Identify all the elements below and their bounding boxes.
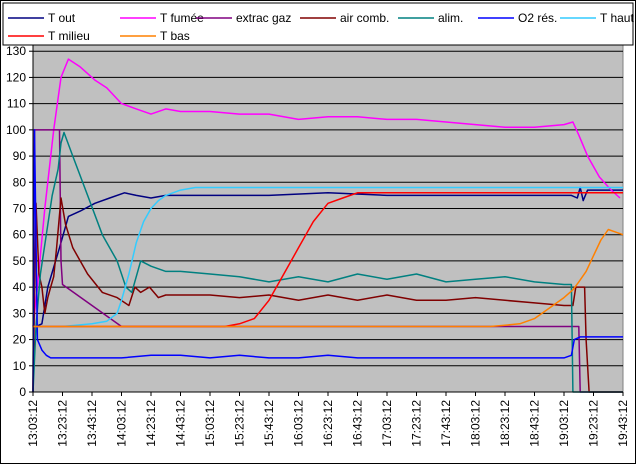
x-tick-label: 18:23:12 [498,400,512,447]
legend-label: T out [48,11,76,25]
x-tick-label: 13:23:12 [56,400,70,447]
y-tick-label: 120 [6,70,26,84]
x-tick-label: 16:43:12 [351,400,365,447]
x-tick-label: 17:03:12 [380,400,394,447]
x-tick-label: 19:03:12 [557,400,571,447]
legend-box [2,2,634,46]
series-layer [32,58,624,393]
x-tick-label: 15:03:12 [203,400,217,447]
y-tick-label: 80 [13,175,27,189]
legend-label: alim. [438,11,463,25]
x-tick-label: 15:23:12 [233,400,247,447]
y-tick-label: 110 [7,97,26,111]
x-tick-label: 19:23:12 [587,400,601,447]
y-tick-label: 130 [6,44,26,58]
x-tick-label: 17:23:12 [410,400,424,447]
x-tick-label: 15:43:12 [262,400,276,447]
x-tick-label: 17:43:12 [439,400,453,447]
y-tick-label: 30 [13,306,27,320]
x-tick-label: 14:43:12 [174,400,188,447]
x-tick-label: 16:03:12 [292,400,306,447]
x-tick-label: 18:43:12 [528,400,542,447]
x-tick-label: 14:23:12 [144,400,158,447]
x-tick-label: 13:43:12 [85,400,99,447]
series-line-5 [32,129,623,393]
legend-label: T milieu [48,29,90,43]
legend-label: T bas [160,29,190,43]
y-tick-label: 50 [13,254,27,268]
series-line-6 [33,186,623,328]
legend-label: T haut [600,11,634,25]
legend-label: O2 rés. [518,11,557,25]
y-tick-label: 70 [13,202,27,216]
legend-label: T fumée [160,11,204,25]
y-tick-label: 0 [19,385,26,399]
x-axis-ticks: 13:03:12 13:23:12 13:43:12 14:03:12 14:23:12… [26,392,630,447]
legend: T out T fumée extrac gaz air comb. alim. O2 r… [2,2,634,46]
legend-label: extrac gaz [236,11,291,25]
series-line-3 [32,197,623,393]
y-tick-label: 20 [13,333,27,347]
series-line-4 [32,131,623,393]
y-tick-label: 90 [13,149,27,163]
legend-label: air comb. [340,11,389,25]
x-tick-label: 16:23:12 [321,400,335,447]
y-tick-label: 100 [6,123,26,137]
x-tick-label: 13:03:12 [26,400,40,447]
x-tick-label: 18:03:12 [469,400,483,447]
y-tick-label: 60 [13,228,27,242]
y-tick-label: 10 [13,359,27,373]
x-tick-label: 14:03:12 [115,400,129,447]
x-tick-label: 19:43:12 [616,400,630,447]
series-line-0 [33,186,623,328]
y-tick-label: 40 [13,280,27,294]
series-line-1 [32,58,621,327]
series-line-8 [33,228,624,328]
